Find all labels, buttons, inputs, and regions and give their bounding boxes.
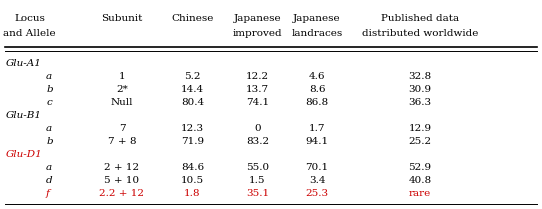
Text: Glu-D1: Glu-D1 [5,150,42,159]
Text: 0: 0 [254,124,261,133]
Text: Japanese: Japanese [234,14,281,23]
Text: 12.3: 12.3 [181,124,204,133]
Text: 71.9: 71.9 [181,137,204,146]
Text: b: b [46,137,53,146]
Text: a: a [46,124,52,133]
Text: Null: Null [111,98,133,107]
Text: 84.6: 84.6 [181,163,204,172]
Text: Chinese: Chinese [171,14,214,23]
Text: improved: improved [233,29,282,38]
Text: 5 + 10: 5 + 10 [105,176,139,185]
Text: 2 + 12: 2 + 12 [105,163,139,172]
Text: 1: 1 [119,72,125,81]
Text: 8.6: 8.6 [309,85,325,94]
Text: Glu-A1: Glu-A1 [5,59,41,68]
Text: 14.4: 14.4 [181,85,204,94]
Text: rare: rare [409,189,431,198]
Text: 70.1: 70.1 [306,163,328,172]
Text: landraces: landraces [292,29,343,38]
Text: 35.1: 35.1 [246,189,269,198]
Text: distributed worldwide: distributed worldwide [362,29,478,38]
Text: c: c [46,98,52,107]
Text: 25.3: 25.3 [306,189,328,198]
Text: 1.5: 1.5 [249,176,266,185]
Text: 1.7: 1.7 [309,124,325,133]
Text: Glu-B1: Glu-B1 [5,111,41,120]
Text: 25.2: 25.2 [409,137,431,146]
Text: 5.2: 5.2 [184,72,201,81]
Text: 32.8: 32.8 [409,72,431,81]
Text: 83.2: 83.2 [246,137,269,146]
Text: 2*: 2* [116,85,128,94]
Text: Japanese: Japanese [293,14,341,23]
Text: 7 + 8: 7 + 8 [108,137,136,146]
Text: 55.0: 55.0 [246,163,269,172]
Text: 13.7: 13.7 [246,85,269,94]
Text: 74.1: 74.1 [246,98,269,107]
Text: 7: 7 [119,124,125,133]
Text: 80.4: 80.4 [181,98,204,107]
Text: 36.3: 36.3 [409,98,431,107]
Text: 4.6: 4.6 [309,72,325,81]
Text: 3.4: 3.4 [309,176,325,185]
Text: 12.9: 12.9 [409,124,431,133]
Text: 1.8: 1.8 [184,189,201,198]
Text: 10.5: 10.5 [181,176,204,185]
Text: and Allele: and Allele [3,29,56,38]
Text: 12.2: 12.2 [246,72,269,81]
Text: a: a [46,72,52,81]
Text: a: a [46,163,52,172]
Text: Locus: Locus [15,14,45,23]
Text: 94.1: 94.1 [306,137,328,146]
Text: 30.9: 30.9 [409,85,431,94]
Text: 40.8: 40.8 [409,176,431,185]
Text: d: d [46,176,53,185]
Text: Published data: Published data [381,14,459,23]
Text: 2.2 + 12: 2.2 + 12 [99,189,145,198]
Text: 86.8: 86.8 [306,98,328,107]
Text: 52.9: 52.9 [409,163,431,172]
Text: f: f [46,189,50,198]
Text: b: b [46,85,53,94]
Text: Subunit: Subunit [101,14,143,23]
